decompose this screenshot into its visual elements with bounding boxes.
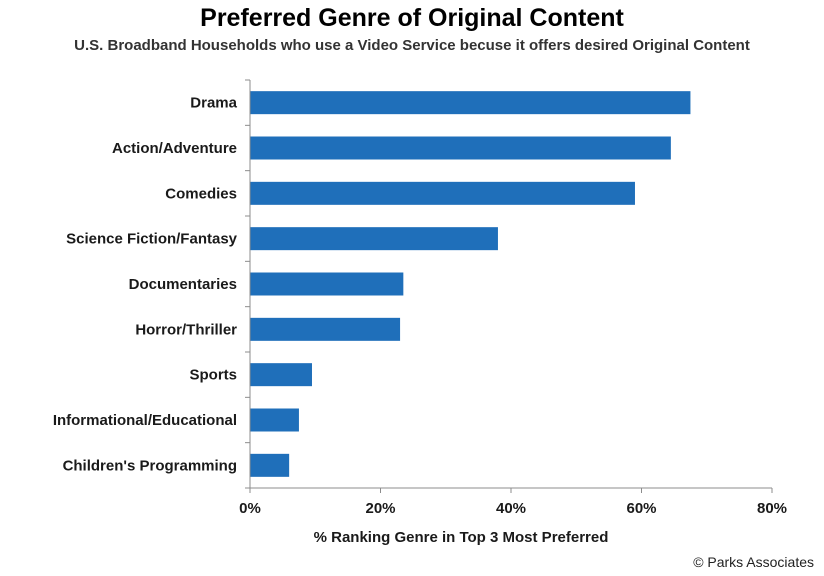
category-label: Sports [189, 367, 237, 384]
category-label: Children's Programming [63, 457, 237, 474]
category-label: Informational/Educational [53, 412, 237, 429]
x-tick-label: 20% [365, 500, 395, 517]
x-tick-label: 0% [239, 500, 261, 517]
category-label: Documentaries [129, 276, 237, 293]
bar [250, 272, 404, 296]
category-label: Horror/Thriller [135, 321, 237, 338]
bar [250, 181, 635, 205]
x-axis-label: % Ranking Genre in Top 3 Most Preferred [314, 529, 609, 546]
bar [250, 136, 671, 160]
category-label: Science Fiction/Fantasy [66, 231, 238, 248]
chart-subtitle: U.S. Broadband Households who use a Vide… [74, 37, 750, 54]
category-label: Comedies [165, 185, 237, 202]
category-label: Drama [190, 95, 237, 112]
x-tick-label: 40% [496, 500, 526, 517]
chart-title: Preferred Genre of Original Content [200, 4, 624, 32]
x-tick-label: 80% [757, 500, 787, 517]
bar [250, 91, 691, 115]
category-label: Action/Adventure [112, 140, 237, 157]
x-tick-label: 60% [626, 500, 656, 517]
bar [250, 363, 312, 387]
bar [250, 453, 290, 477]
bar [250, 408, 299, 432]
credit-text: © Parks Associates [693, 554, 814, 570]
bar [250, 317, 401, 341]
bar [250, 227, 498, 251]
